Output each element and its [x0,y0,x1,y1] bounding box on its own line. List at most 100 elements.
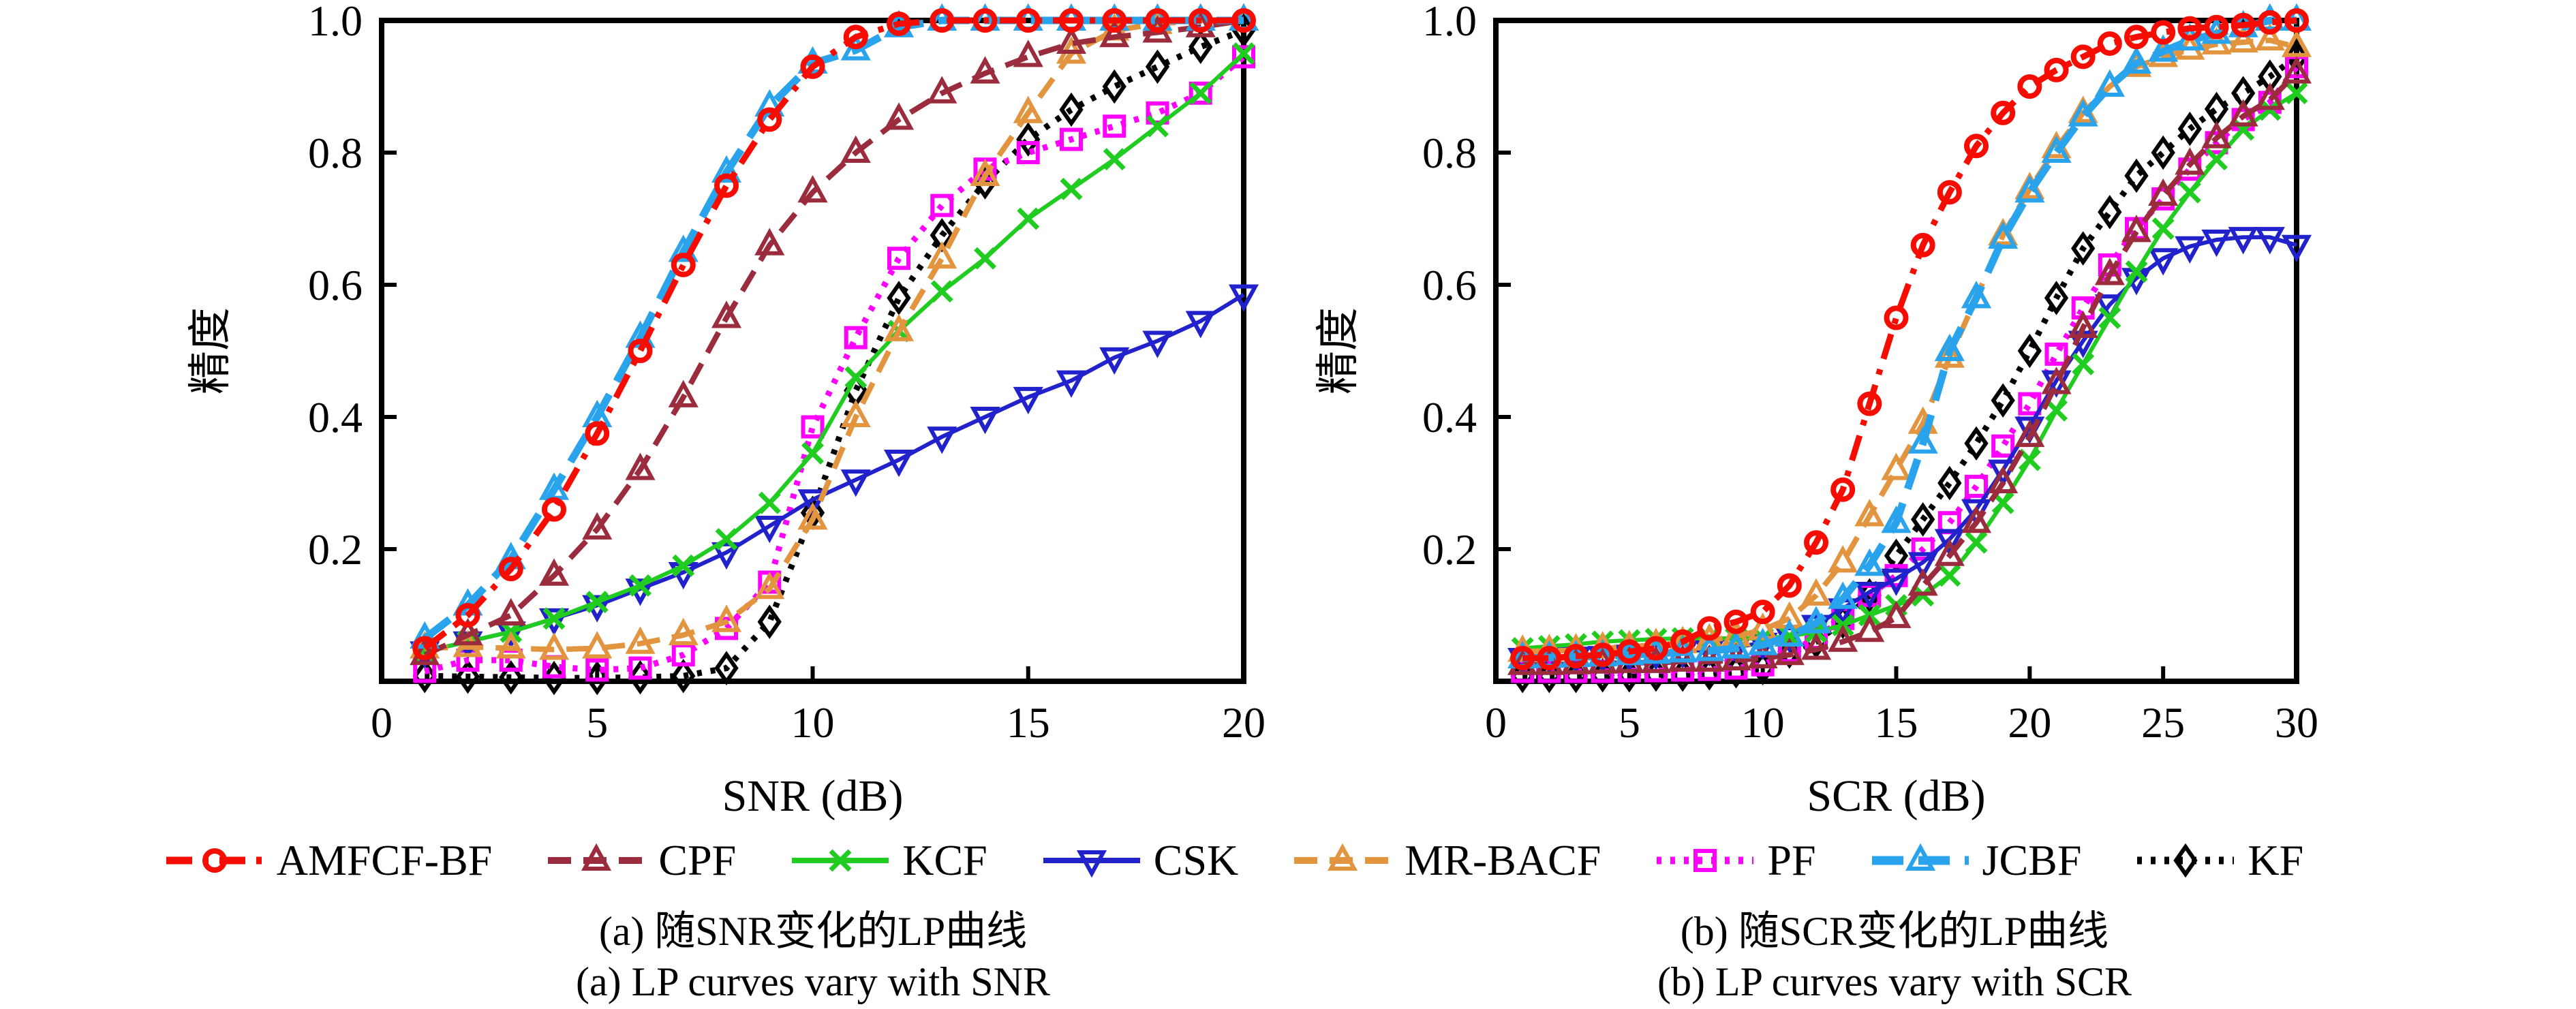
data-point-marker [2045,399,2068,422]
data-point-marker [2148,178,2179,206]
data-point-marker [2014,419,2045,448]
legend: AMFCF-BF CPF KCF CSK MR-BACF PF JCBF KF [0,837,2521,884]
data-point-marker [1723,609,1749,634]
data-point-marker [711,604,742,632]
x-axis-title: SCR (dB) [1807,771,1985,821]
legend-sample-x-icon [792,849,889,872]
data-point-marker [1881,600,1912,628]
series-line [423,18,1244,657]
data-point-marker [1060,127,1083,151]
y-tick-label: 1.0 [1422,0,1477,45]
data-point-marker [1015,8,1041,33]
data-point-marker [581,843,612,871]
data-point-marker [2204,14,2229,40]
data-point-marker [715,527,738,550]
data-point-marker [2124,25,2149,50]
data-point-marker [1537,646,1562,671]
data-point-marker [1185,311,1216,339]
data-point-marker [495,631,526,659]
data-point-marker [2121,46,2152,74]
data-point-marker [1884,305,1909,330]
data-point-marker [2041,135,2072,163]
data-point-marker [1232,42,1255,65]
legend-sample-triangle_up-icon [548,843,645,871]
x-tick-label: 25 [2141,698,2185,747]
data-point-marker [2017,74,2042,99]
data-point-marker [2017,333,2042,369]
data-point-marker [1056,370,1087,398]
data-point-marker [711,300,742,328]
data-point-marker [2284,8,2309,33]
data-point-marker [1510,646,1535,671]
data-point-marker [1991,383,2015,418]
data-point-marker [1146,114,1169,138]
data-point-marker [1076,850,1107,878]
data-point-marker [887,247,910,270]
data-point-marker [542,497,566,522]
data-point-marker [754,516,785,544]
data-point-marker [883,102,915,130]
data-point-marker [1828,545,1858,573]
y-tick-label: 0.2 [308,525,363,574]
series-AMFCF-BF [1510,8,2309,671]
legend-sample-diamond-icon [2137,843,2235,878]
x-tick-label: 5 [1619,698,1640,747]
data-point-marker [1099,20,1130,48]
data-point-marker [1145,8,1170,33]
data-point-marker [2173,843,2198,878]
x-tick-label: 10 [1741,698,1785,747]
caption-b-zh: (b) 随SCR变化的LP曲线 [1680,909,2109,954]
x-tick-label: 0 [371,698,393,747]
data-point-marker [2044,57,2069,82]
y-tick-label: 0.8 [308,129,363,177]
data-point-marker [582,512,613,540]
data-point-marker [1854,615,1885,642]
legend-marker [581,843,612,871]
x-axis-title: SNR (dB) [722,771,904,821]
data-point-marker [2070,44,2096,69]
data-point-marker [2148,248,2179,276]
data-point-marker [1881,568,1912,596]
caption-a: (a) 随SNR变化的LP曲线 (a) LP curves vary with … [169,906,1457,1007]
data-point-marker [840,135,871,163]
data-point-marker [1911,502,1935,537]
data-point-marker [1721,631,1751,659]
data-point-marker [1774,619,1805,647]
data-point-marker [2281,234,2312,263]
data-point-marker [1965,531,1988,554]
data-point-marker [843,25,868,50]
data-point-marker [1017,207,1040,230]
data-point-marker [668,379,699,407]
data-point-marker [844,366,868,389]
x-tick-label: 0 [1485,698,1507,747]
series-MR-BACF [410,3,1259,660]
data-point-marker [1231,8,1256,33]
data-point-marker [1905,843,1935,871]
legend-label: JCBF [1982,836,2082,884]
data-point-marker [1145,49,1170,84]
data-point-marker [1747,640,1778,669]
y-tick-label: 1.0 [308,0,363,45]
legend-label: AMFCF-BF [276,836,493,884]
legend-item-csk: CSK [1041,837,1238,884]
data-point-marker [495,597,526,625]
data-point-marker [1828,624,1858,652]
data-point-marker [1188,8,1213,33]
x-tick-label: 30 [2275,698,2318,747]
legend-label: CPF [658,836,737,884]
data-point-marker [2177,111,2202,146]
data-point-marker [2018,448,2041,471]
x-tick-label: 15 [1007,698,1050,747]
series-JCBF [410,3,1259,649]
data-point-marker [2151,217,2175,240]
data-point-marker [585,658,609,682]
data-point-marker [1804,530,1828,555]
data-point-marker [1938,564,1961,587]
data-point-marker [542,607,566,630]
data-point-marker [2254,22,2285,51]
data-point-marker [1670,629,1696,654]
legend-label: KF [2248,836,2304,884]
data-point-marker [1099,347,1130,375]
legend-item-jcbf: JCBF [1869,836,2082,884]
